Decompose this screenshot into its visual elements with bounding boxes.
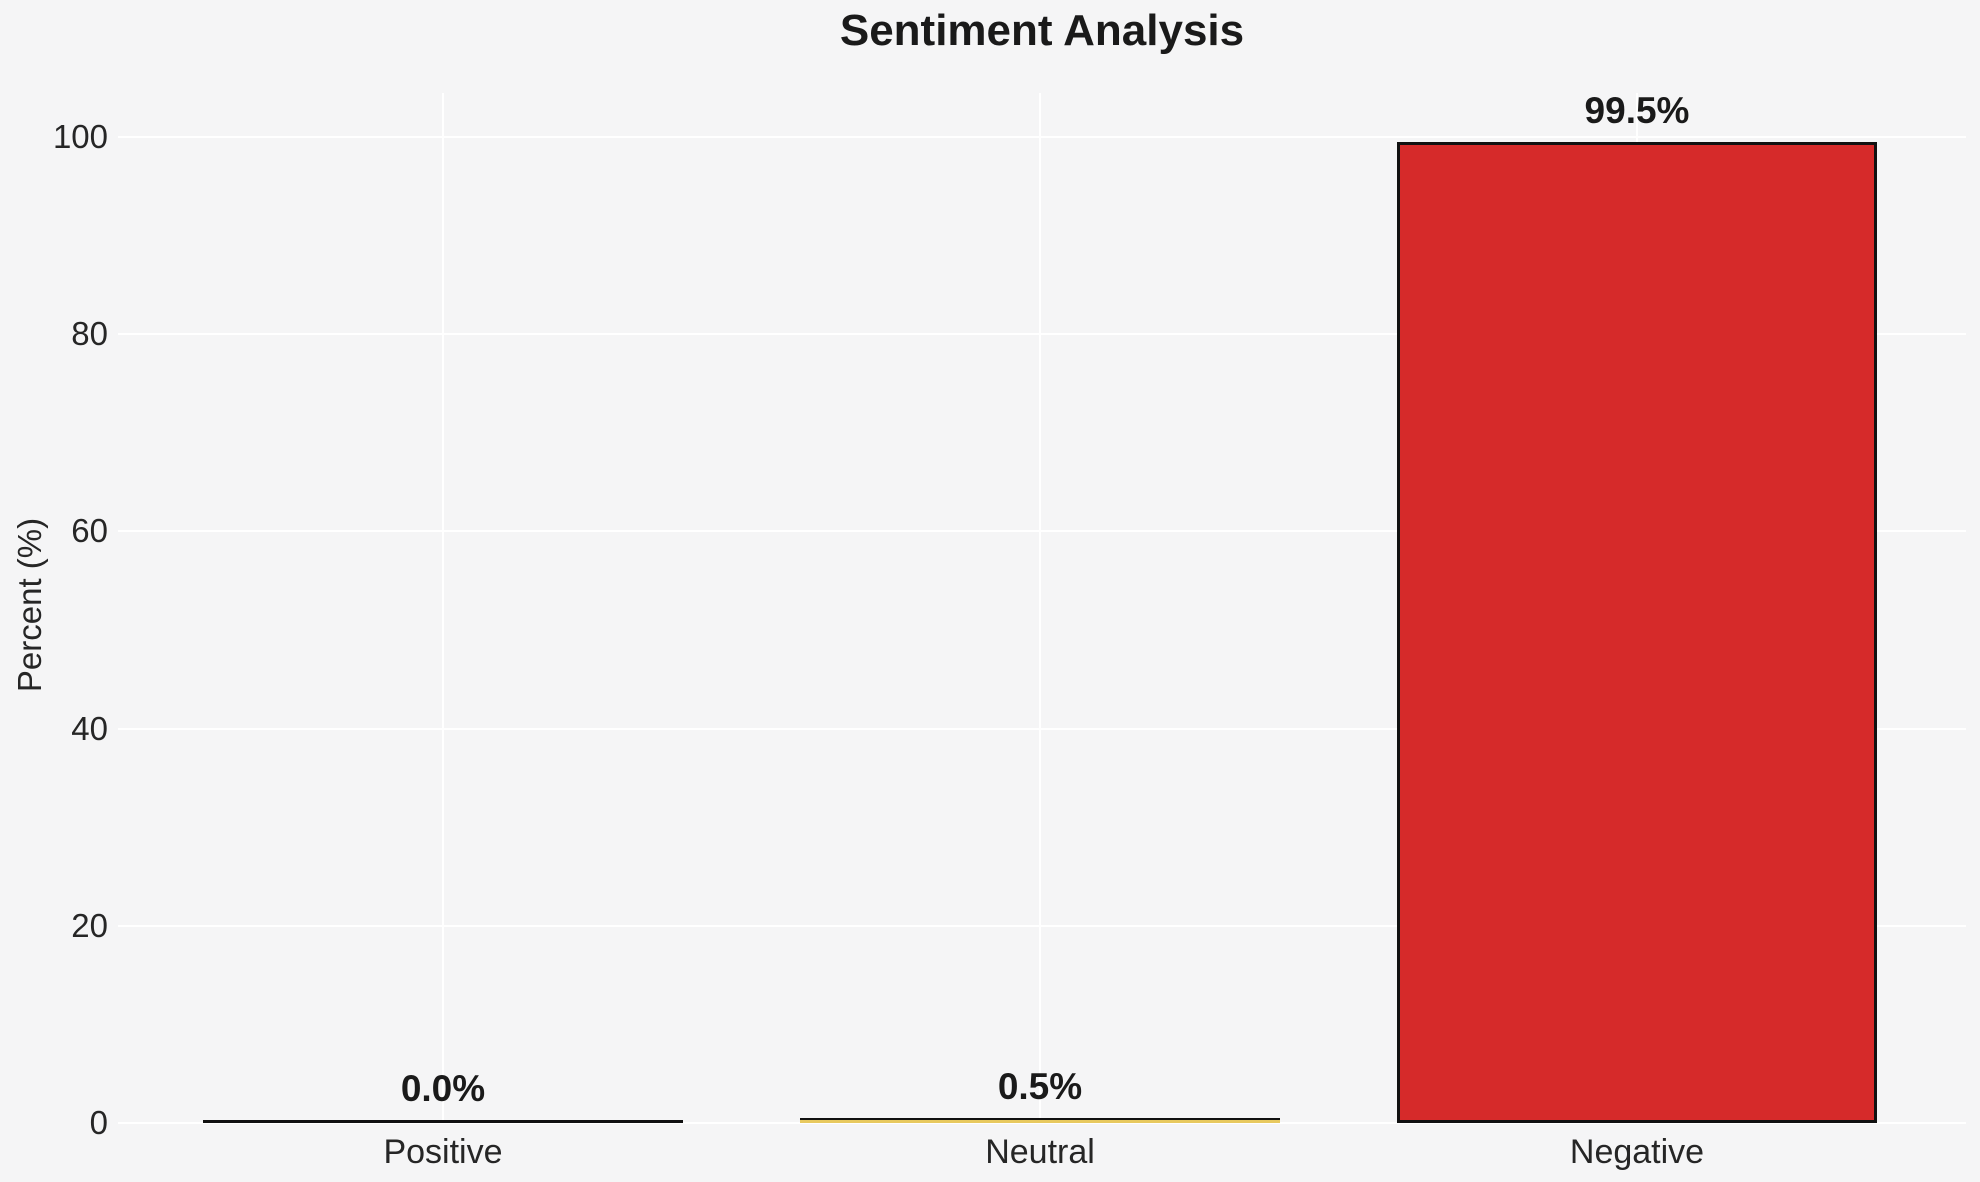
y-tick-label: 60 [71, 512, 108, 550]
gridline-horizontal [118, 727, 1966, 730]
x-category-label: Positive [383, 1133, 503, 1171]
gridline-horizontal [118, 924, 1966, 927]
bar-value-label: 0.5% [997, 1066, 1083, 1107]
bar-value-label: 0.0% [400, 1068, 486, 1109]
y-tick-label: 20 [71, 906, 108, 944]
y-tick-label: 100 [52, 118, 108, 155]
y-tick-label: 80 [71, 315, 108, 353]
chart-title: Sentiment Analysis [839, 6, 1245, 55]
gridline-horizontal [118, 1122, 1966, 1124]
x-category-label: Neutral [985, 1133, 1095, 1171]
gridline-vertical [1039, 93, 1041, 1123]
gridline-horizontal [118, 333, 1966, 336]
gridline-horizontal [118, 136, 1966, 138]
bar-negative [1397, 142, 1877, 1123]
bar-positive [203, 1120, 683, 1123]
bar-neutral [800, 1118, 1280, 1123]
bar-value-label: 99.5% [1584, 90, 1690, 131]
y-tick-label: 0 [89, 1104, 108, 1141]
y-tick-label: 40 [71, 709, 108, 747]
gridline-vertical [442, 93, 444, 1123]
gridline-horizontal [118, 530, 1966, 533]
x-category-label: Negative [1569, 1133, 1705, 1171]
